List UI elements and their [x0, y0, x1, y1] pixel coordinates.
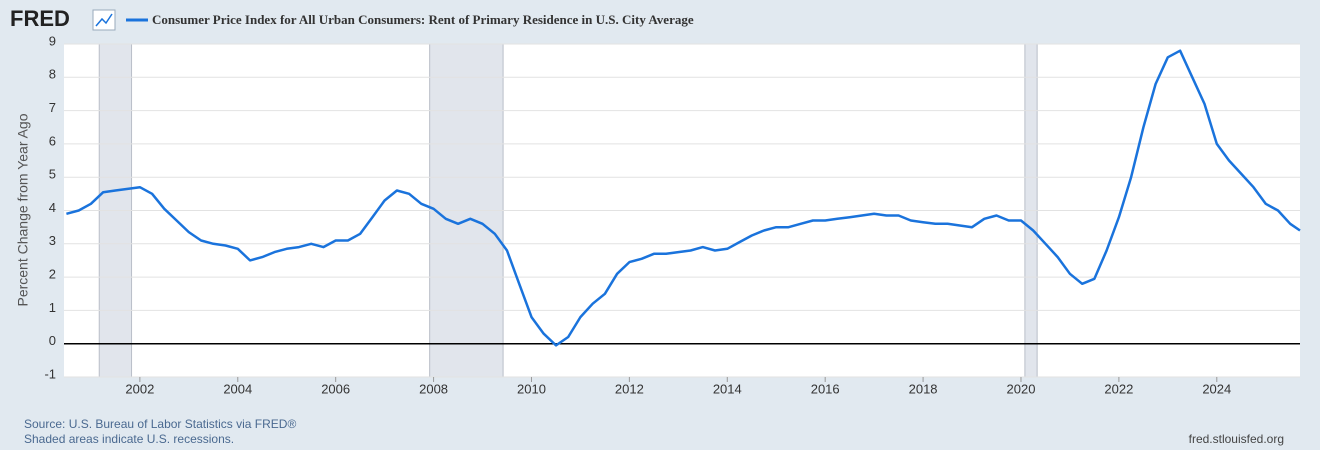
x-tick-label: 2008 — [419, 381, 448, 396]
x-tick-label: 2018 — [909, 381, 938, 396]
y-tick-label: 2 — [49, 267, 56, 282]
brand: FRED — [10, 6, 70, 31]
y-tick-label: -1 — [44, 366, 56, 381]
x-tick-label: 2024 — [1202, 381, 1231, 396]
logo-icon-line — [95, 13, 113, 27]
y-axis-label: Percent Change from Year Ago — [15, 113, 31, 306]
source: Source: U.S. Bureau of Labor Statistics … — [24, 417, 296, 431]
y-tick-label: 6 — [49, 133, 56, 148]
y-tick-label: 0 — [49, 333, 56, 348]
plot-area — [64, 43, 1301, 378]
x-tick-label: 2016 — [811, 381, 840, 396]
note: Shaded areas indicate U.S. recessions. — [24, 432, 234, 446]
x-tick-label: 2006 — [321, 381, 350, 396]
x-tick-label: 2004 — [223, 381, 252, 396]
x-tick-label: 2020 — [1007, 381, 1036, 396]
site: fred.stlouisfed.org — [1189, 432, 1284, 446]
y-tick-label: 5 — [49, 167, 56, 182]
x-tick-label: 2002 — [125, 381, 154, 396]
x-tick-label: 2012 — [615, 381, 644, 396]
x-tick-label: 2014 — [713, 381, 742, 396]
chart-title: Consumer Price Index for All Urban Consu… — [152, 12, 694, 27]
y-tick-label: 1 — [49, 300, 56, 315]
y-tick-label: 4 — [49, 200, 56, 215]
y-tick-label: 7 — [49, 100, 56, 115]
y-tick-label: 9 — [49, 33, 56, 48]
data-line — [66, 49, 1301, 347]
x-tick-label: 2022 — [1104, 381, 1133, 396]
y-tick-label: 3 — [49, 233, 56, 248]
y-tick-label: 8 — [49, 67, 56, 82]
x-tick-label: 2010 — [517, 381, 546, 396]
